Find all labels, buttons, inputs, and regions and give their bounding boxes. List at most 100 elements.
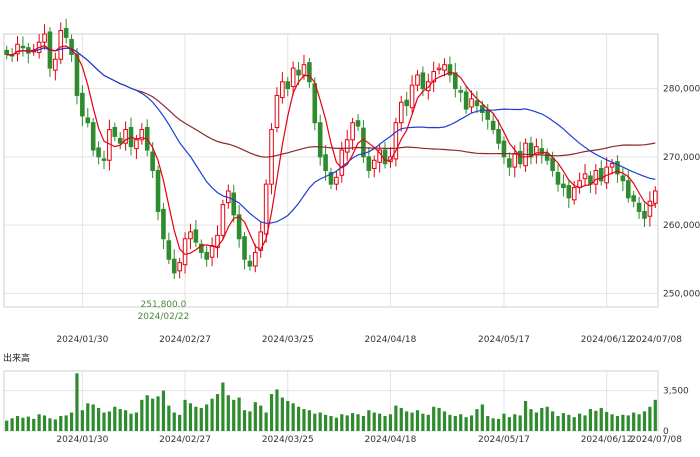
volume-bar bbox=[107, 411, 111, 431]
candle-body bbox=[198, 243, 204, 253]
volume-bar bbox=[372, 412, 376, 431]
volume-x-tick-label: 2024/04/18 bbox=[365, 435, 417, 445]
candle-body bbox=[155, 170, 161, 212]
candle-body bbox=[177, 262, 182, 272]
candle-body bbox=[620, 175, 626, 182]
candle-body bbox=[236, 214, 242, 240]
volume-bar bbox=[540, 407, 544, 431]
volume-bar bbox=[10, 418, 14, 431]
volume-bar bbox=[21, 417, 25, 431]
candle-body bbox=[15, 43, 20, 55]
candle-body bbox=[361, 127, 366, 158]
volume-bar bbox=[367, 410, 371, 431]
volume-bar bbox=[502, 413, 506, 431]
volume-bar bbox=[432, 406, 436, 431]
volume-bar bbox=[26, 416, 30, 431]
candle-body bbox=[182, 238, 188, 266]
candle-body bbox=[53, 58, 58, 71]
volume-bar bbox=[118, 409, 122, 431]
volume-bar bbox=[583, 415, 587, 431]
volume-y-tick-label: 0 bbox=[663, 427, 669, 437]
candle-body bbox=[242, 236, 247, 260]
volume-bar bbox=[599, 407, 603, 431]
volume-bar bbox=[480, 404, 484, 431]
candle-body bbox=[123, 129, 128, 144]
candle-body bbox=[539, 148, 545, 154]
candle-body bbox=[615, 161, 620, 175]
volume-bar bbox=[178, 414, 182, 431]
volume-bar bbox=[145, 395, 149, 431]
volume-bar bbox=[567, 414, 571, 431]
candle-body bbox=[74, 53, 80, 96]
candle-body bbox=[204, 251, 209, 260]
candle-body bbox=[582, 173, 588, 180]
volume-bar bbox=[594, 410, 598, 431]
price-plot-frame bbox=[3, 33, 659, 308]
volume-bar bbox=[134, 412, 139, 431]
candle-body bbox=[458, 90, 464, 93]
volume-bar bbox=[129, 413, 133, 431]
volume-bar bbox=[345, 415, 349, 431]
candle-body bbox=[652, 190, 658, 204]
candle-body bbox=[350, 122, 355, 141]
volume-bar bbox=[199, 407, 203, 431]
candle-body bbox=[96, 147, 101, 158]
volume-bar bbox=[161, 390, 166, 431]
volume-y-tick-label: 3,500 bbox=[663, 387, 689, 397]
candle-body bbox=[442, 64, 447, 71]
candle-body bbox=[280, 81, 285, 98]
volume-x-tick-label: 2024/07/08 bbox=[630, 435, 682, 445]
x-tick-label: 2024/03/25 bbox=[262, 335, 314, 345]
volume-bar bbox=[578, 413, 582, 431]
volume-bar bbox=[561, 413, 566, 431]
volume-bar bbox=[96, 407, 101, 431]
volume-bar bbox=[556, 416, 560, 431]
volume-bar bbox=[340, 414, 344, 431]
volume-bar bbox=[642, 411, 647, 431]
volume-bar bbox=[183, 399, 187, 431]
candle-body bbox=[296, 69, 301, 76]
volume-bar bbox=[588, 409, 593, 431]
y-tick-label: 280,000 bbox=[663, 85, 700, 95]
volume-bar bbox=[615, 416, 620, 431]
candle-body bbox=[447, 64, 453, 76]
candle-body bbox=[85, 117, 91, 124]
volume-x-tick-label: 2024/01/30 bbox=[56, 435, 108, 445]
volume-bar bbox=[253, 402, 257, 431]
candle-body bbox=[231, 192, 237, 216]
volume-bar bbox=[140, 399, 144, 431]
volume-bar bbox=[286, 401, 290, 431]
volume-bar bbox=[388, 414, 393, 431]
candle-body bbox=[215, 234, 220, 249]
candle-body bbox=[469, 98, 474, 108]
candle-body bbox=[480, 105, 485, 113]
volume-bar bbox=[529, 409, 533, 431]
volume-bar bbox=[205, 404, 209, 431]
candle-body bbox=[285, 81, 291, 90]
x-tick-label: 2024/01/30 bbox=[56, 335, 108, 345]
volume-bar bbox=[15, 416, 20, 431]
candle-body bbox=[139, 129, 145, 141]
candle-body bbox=[4, 49, 10, 55]
candle-body bbox=[431, 71, 436, 83]
candle-body bbox=[20, 45, 26, 49]
volume-bar bbox=[69, 412, 74, 431]
candle-body bbox=[80, 92, 85, 117]
volume-bar bbox=[405, 411, 409, 431]
volume-bar bbox=[399, 407, 403, 431]
volume-bar bbox=[523, 401, 528, 431]
candle-body bbox=[393, 122, 399, 160]
candle-body bbox=[544, 152, 550, 161]
candle-body bbox=[355, 120, 361, 127]
x-tick-label: 2024/05/17 bbox=[478, 335, 530, 345]
candle-body bbox=[344, 139, 350, 153]
volume-bar bbox=[626, 415, 630, 431]
candle-body bbox=[339, 149, 345, 176]
candle-body bbox=[593, 170, 599, 185]
candle-body bbox=[312, 83, 318, 124]
candle-body bbox=[453, 72, 458, 90]
volume-bar bbox=[264, 412, 268, 431]
candle-body bbox=[263, 183, 269, 235]
volume-bar bbox=[394, 405, 398, 431]
